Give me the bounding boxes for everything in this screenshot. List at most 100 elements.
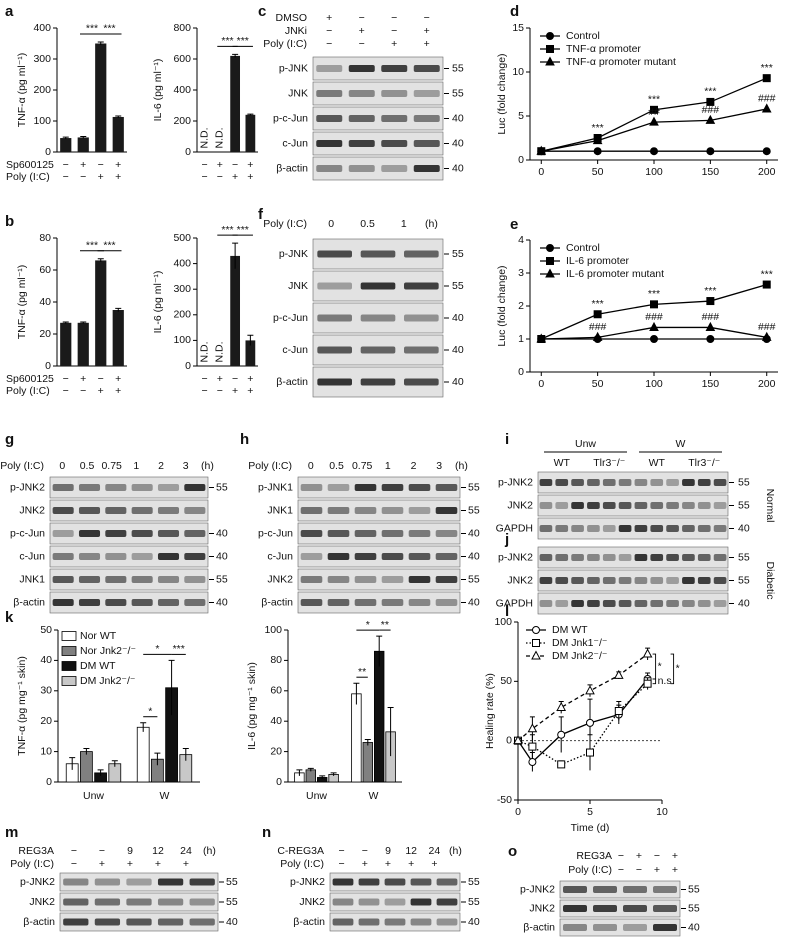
blot-band bbox=[360, 314, 396, 322]
blot-band bbox=[300, 599, 323, 606]
point bbox=[705, 114, 716, 124]
blot-band bbox=[563, 924, 587, 931]
legend-label: Control bbox=[566, 242, 600, 254]
header-label: Poly (I:C) bbox=[248, 460, 292, 472]
blot-strip bbox=[537, 546, 729, 569]
blot-band bbox=[571, 577, 584, 584]
point bbox=[593, 147, 602, 156]
point bbox=[536, 145, 547, 155]
blot-band bbox=[360, 346, 396, 354]
y-tick-label: 500 bbox=[173, 232, 191, 244]
y-tick-label: 20 bbox=[39, 328, 51, 340]
blot-band bbox=[555, 502, 569, 509]
blot-band bbox=[408, 484, 431, 491]
legend-label: DM Jnk2⁻/⁻ bbox=[552, 650, 608, 662]
value-label: N.D. bbox=[198, 342, 210, 363]
header-label: Poly (I:C) bbox=[568, 864, 612, 876]
blot-band bbox=[384, 878, 406, 886]
point bbox=[556, 701, 567, 711]
header-cell: − bbox=[359, 12, 365, 24]
y-tick-label: 4 bbox=[518, 234, 524, 246]
point-label: ### bbox=[758, 93, 776, 105]
blot-strip bbox=[559, 899, 681, 918]
condition-sign: + bbox=[80, 373, 86, 385]
point bbox=[650, 300, 658, 309]
mw-marker: 55 bbox=[226, 896, 238, 908]
blot-band bbox=[381, 576, 404, 583]
blot-band bbox=[354, 507, 377, 514]
blot-band bbox=[381, 90, 408, 97]
row-label: β-actin bbox=[276, 376, 308, 388]
blot-strip bbox=[537, 592, 729, 615]
legend-swatch bbox=[61, 631, 77, 641]
x-tick-label: 100 bbox=[645, 378, 663, 390]
row-label: p-c-Jun bbox=[10, 527, 45, 539]
mw-marker: 55 bbox=[468, 896, 480, 908]
header-cell: − bbox=[326, 25, 332, 37]
blot-band bbox=[404, 314, 439, 322]
blot-band bbox=[63, 878, 89, 886]
blot-band bbox=[348, 65, 375, 72]
blot-band bbox=[602, 554, 616, 561]
bar bbox=[374, 650, 385, 783]
blot-strip bbox=[49, 568, 209, 591]
bracket-label: n.s bbox=[658, 675, 672, 687]
panel-letter: h bbox=[240, 431, 249, 448]
legend-marker bbox=[546, 45, 554, 53]
y-axis-label: TNF-α (pg ml⁻¹) bbox=[16, 53, 28, 128]
blot-strip bbox=[312, 81, 444, 106]
y-tick-label: 200 bbox=[173, 115, 191, 127]
blot-strip bbox=[49, 545, 209, 568]
y-tick-label: 80 bbox=[270, 654, 282, 666]
blot-band bbox=[618, 577, 632, 584]
condition-sign: − bbox=[232, 159, 238, 171]
blot-band bbox=[327, 507, 350, 514]
blot-strip bbox=[297, 545, 461, 568]
blot-band bbox=[126, 898, 152, 906]
blot-band bbox=[413, 90, 440, 97]
mw-marker: 40 bbox=[738, 522, 750, 534]
mw-marker: 40 bbox=[688, 921, 700, 933]
blot-band bbox=[381, 115, 408, 122]
header-cell: + bbox=[359, 25, 365, 37]
error-bar bbox=[387, 707, 394, 757]
legend-label: DM Jnk1⁻/⁻ bbox=[552, 637, 608, 649]
blot-band bbox=[539, 554, 553, 561]
blot-band bbox=[618, 525, 632, 532]
header-cell: 0.5 bbox=[329, 460, 344, 472]
blot-band bbox=[602, 479, 616, 486]
y-tick-label: 800 bbox=[173, 22, 191, 34]
blot-band bbox=[300, 507, 323, 514]
blot-band bbox=[316, 65, 343, 72]
y-tick-label: 2 bbox=[518, 300, 524, 312]
header-cell: + bbox=[99, 858, 105, 870]
group-label: Unw bbox=[575, 438, 596, 450]
panel-letter: k bbox=[5, 609, 14, 626]
blot-band bbox=[157, 878, 184, 886]
point-label: *** bbox=[648, 288, 660, 300]
blot-band bbox=[381, 484, 404, 491]
condition-sign: − bbox=[202, 171, 208, 183]
header-cell: + bbox=[654, 864, 660, 876]
legend-marker bbox=[545, 56, 555, 66]
mw-marker: 40 bbox=[216, 550, 228, 562]
blot-band bbox=[358, 898, 380, 906]
condition-sign: + bbox=[217, 373, 223, 385]
bar bbox=[95, 43, 107, 152]
blot-strip bbox=[59, 872, 219, 892]
bar bbox=[112, 310, 124, 366]
blot-band bbox=[94, 878, 121, 886]
point bbox=[642, 648, 653, 658]
x-tick-label: 50 bbox=[592, 166, 604, 178]
blot-band bbox=[131, 484, 153, 491]
blot-strip bbox=[49, 522, 209, 545]
x-tick-label: 100 bbox=[645, 166, 663, 178]
blot-band bbox=[348, 90, 375, 97]
blot-band bbox=[713, 525, 727, 532]
blot-band bbox=[666, 600, 679, 607]
legend-label: DM WT bbox=[552, 624, 588, 636]
legend-label: IL-6 promoter mutant bbox=[566, 268, 664, 280]
blot-band bbox=[650, 525, 664, 532]
blot-band bbox=[408, 530, 431, 537]
